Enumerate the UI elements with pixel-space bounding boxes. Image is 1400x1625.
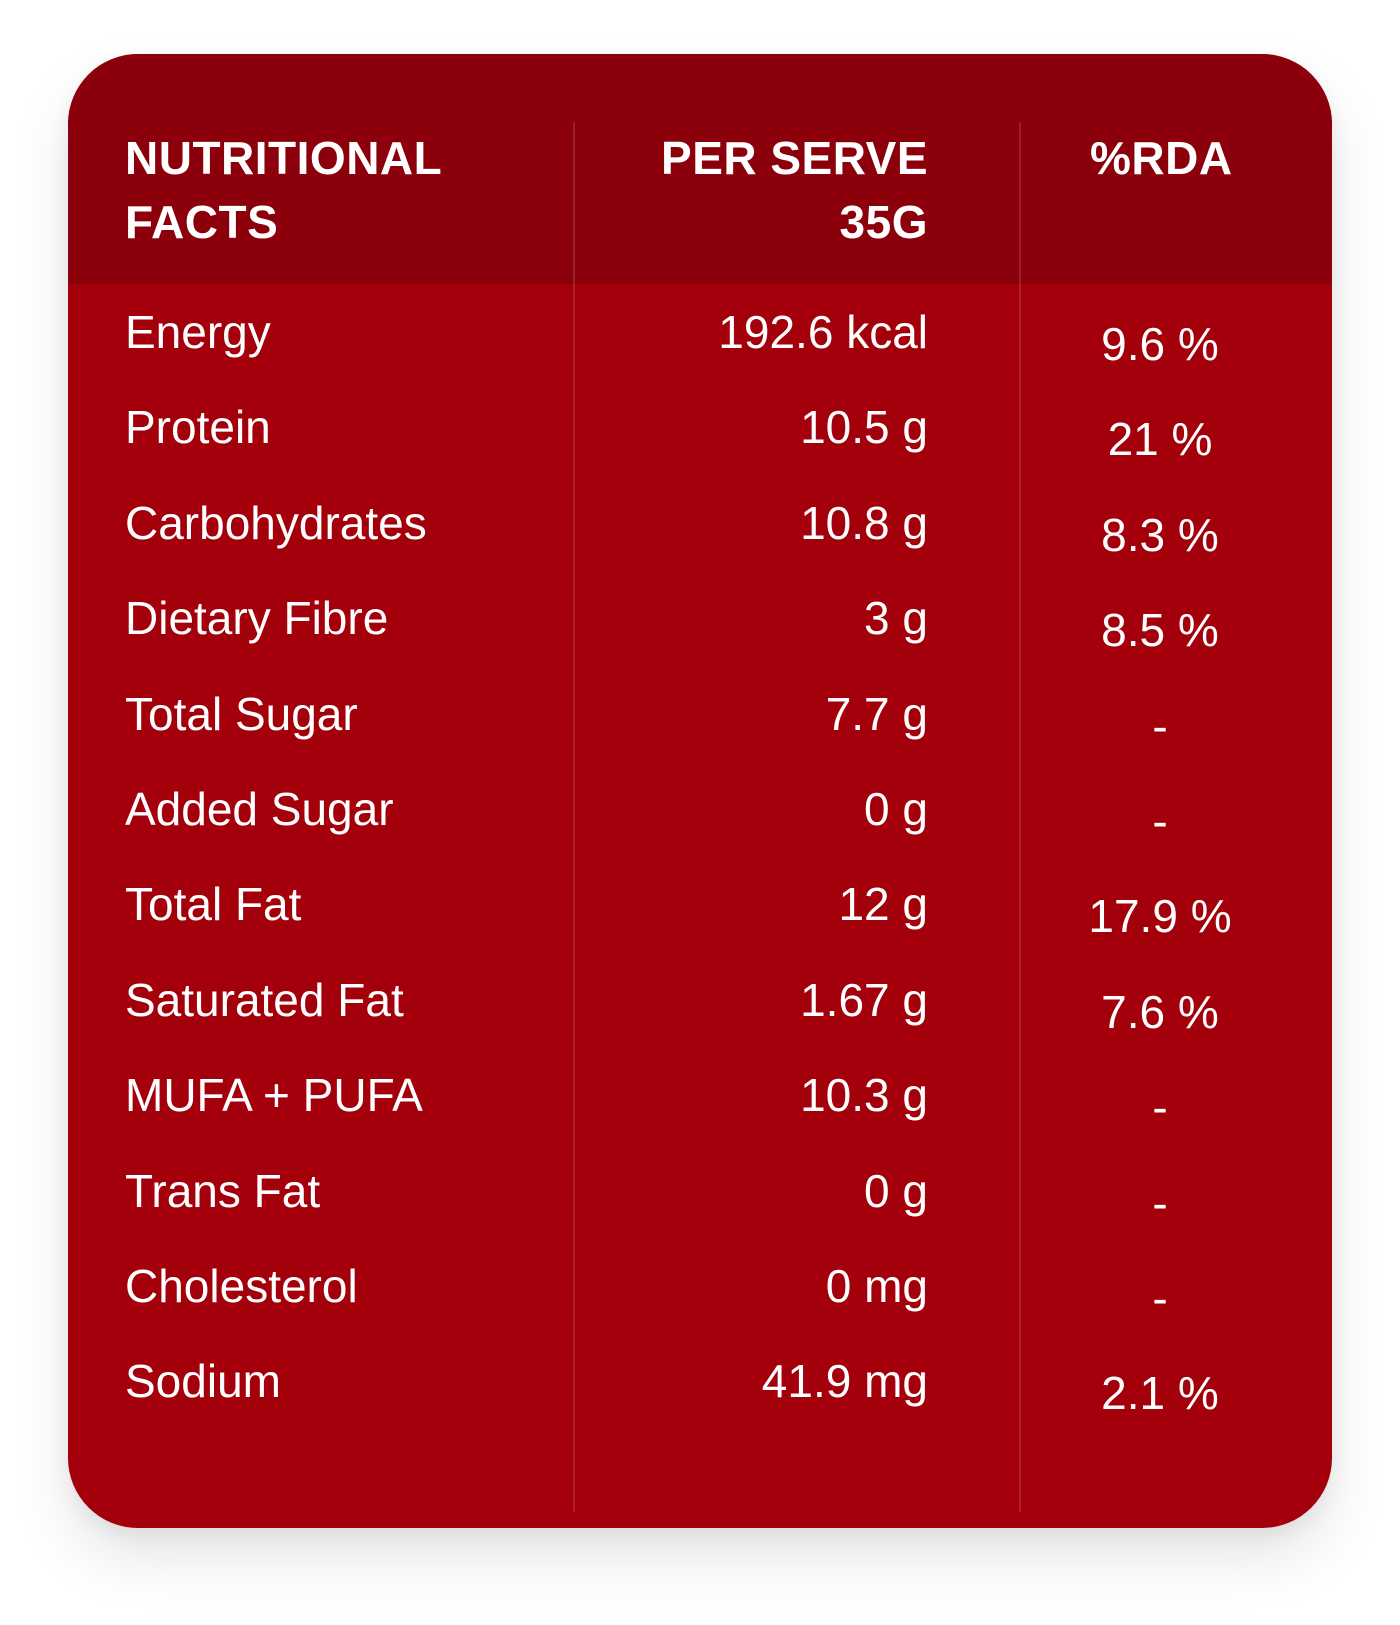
nutrient-name: Dietary Fibre: [125, 592, 389, 645]
table-row: Energy 192.6 kcal 9.6 %: [68, 302, 1332, 400]
per-serve-value: 41.9 mg: [761, 1355, 928, 1408]
per-serve-value: 192.6 kcal: [718, 306, 928, 358]
per-serve-value: 3 g: [864, 592, 928, 645]
nutrient-name: Protein: [125, 401, 271, 454]
rda-value: -: [1152, 1081, 1168, 1134]
nutrition-table-card: NUTRITIONAL FACTS PER SERVE 35G %RDA Ene…: [68, 54, 1332, 1528]
table-row: Sodium 41.9 mg 2.1 %: [68, 1351, 1332, 1449]
nutrient-name: Saturated Fat: [125, 973, 404, 1026]
nutrient-name: Total Sugar: [125, 687, 358, 740]
per-serve-value: 10.3 g: [800, 1069, 928, 1122]
nutrient-name: Total Fat: [125, 878, 302, 931]
per-serve-value: 10.8 g: [800, 496, 928, 549]
per-serve-value: 1.67 g: [800, 973, 928, 1026]
table-row: MUFA + PUFA 10.3 g -: [68, 1065, 1332, 1163]
nutrient-name: Sodium: [125, 1355, 281, 1408]
per-serve-value: 7.7 g: [825, 687, 928, 740]
header-rda: %RDA: [1090, 126, 1233, 190]
rda-value: 7.6 %: [1101, 985, 1219, 1038]
table-row: Trans Fat 0 g -: [68, 1161, 1332, 1259]
per-serve-value: 10.5 g: [800, 401, 928, 454]
header-text: PER SERVE: [661, 132, 928, 184]
nutrient-name: MUFA + PUFA: [125, 1069, 423, 1122]
header-text: NUTRITIONAL: [125, 132, 443, 184]
rda-value: 8.3 %: [1101, 508, 1219, 561]
table-row: Protein 10.5 g 21 %: [68, 397, 1332, 495]
header-text: %RDA: [1090, 132, 1233, 184]
table-row: Total Sugar 7.7 g -: [68, 684, 1332, 782]
rda-value: -: [1152, 1176, 1168, 1229]
table-row: Added Sugar 0 g -: [68, 779, 1332, 877]
header-text: FACTS: [125, 196, 279, 248]
header-per-serve: PER SERVE 35G: [661, 126, 928, 254]
header-text: 35G: [839, 196, 928, 248]
header-nutritional-facts: NUTRITIONAL FACTS: [125, 126, 442, 254]
per-serve-value: 12 g: [838, 878, 928, 931]
rda-value: -: [1152, 1272, 1168, 1324]
table-row: Cholesterol 0 mg -: [68, 1256, 1332, 1354]
table-row: Dietary Fibre 3 g 8.5 %: [68, 588, 1332, 686]
rda-value: -: [1152, 699, 1168, 752]
rda-value: 2.1 %: [1101, 1367, 1219, 1420]
table-row: Saturated Fat 1.67 g 7.6 %: [68, 970, 1332, 1068]
rda-value: 9.6 %: [1101, 318, 1219, 370]
table-header: [68, 54, 1332, 284]
nutrient-name: Carbohydrates: [125, 496, 427, 549]
rda-value: -: [1152, 795, 1168, 847]
nutrient-name: Energy: [125, 306, 271, 358]
per-serve-value: 0 g: [864, 783, 928, 835]
table-row: Total Fat 12 g 17.9 %: [68, 874, 1332, 972]
table-row: Carbohydrates 10.8 g 8.3 %: [68, 493, 1332, 591]
nutrient-name: Trans Fat: [125, 1164, 321, 1217]
nutrient-name: Added Sugar: [125, 783, 394, 835]
column-divider: [573, 122, 575, 1512]
rda-value: 8.5 %: [1101, 604, 1219, 657]
rda-value: 21 %: [1107, 413, 1213, 466]
per-serve-value: 0 mg: [825, 1260, 928, 1312]
column-divider: [1019, 122, 1021, 1512]
nutrient-name: Cholesterol: [125, 1260, 358, 1312]
per-serve-value: 0 g: [864, 1164, 928, 1217]
rda-value: 17.9 %: [1088, 890, 1232, 943]
